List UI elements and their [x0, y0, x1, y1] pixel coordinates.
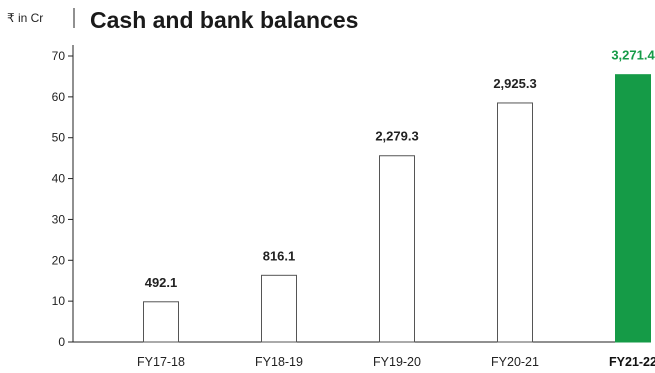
y-tick-label: 30 [52, 212, 66, 226]
category-label: FY20-21 [491, 355, 539, 369]
y-tick-label: 60 [52, 90, 66, 104]
unit-label: ₹ in Cr [7, 11, 43, 25]
bar-fy19-20 [379, 155, 415, 343]
value-label: 492.1 [145, 275, 178, 290]
y-tick-label: 0 [58, 335, 65, 349]
category-label: FY21-22 [609, 355, 655, 369]
y-tick-label: 70 [52, 49, 66, 63]
category-label: FY18-19 [255, 355, 303, 369]
category-label: FY19-20 [373, 355, 421, 369]
chart-title: Cash and bank balances [90, 7, 358, 33]
y-tick-label: 40 [52, 172, 66, 186]
value-labels: 492.1 816.1 2,279.3 2,925.3 3,271.4 [145, 48, 655, 290]
category-label: FY17-18 [137, 355, 185, 369]
y-axis-ticks: 0 10 20 30 40 50 60 70 [52, 49, 73, 349]
value-label: 2,925.3 [493, 76, 536, 91]
y-tick-label: 50 [52, 131, 66, 145]
value-label: 816.1 [263, 248, 296, 263]
y-tick-label: 10 [52, 294, 66, 308]
bar-fy21-22 [615, 74, 651, 343]
bar-fy17-18 [143, 301, 179, 343]
category-labels: FY17-18 FY18-19 FY19-20 FY20-21 FY21-22 [137, 355, 655, 369]
value-label: 2,279.3 [375, 129, 418, 144]
bar-fy18-19 [261, 274, 297, 343]
y-tick-label: 20 [52, 253, 66, 267]
axes [72, 45, 650, 343]
value-label: 3,271.4 [611, 48, 655, 63]
bar-fy20-21 [497, 102, 533, 343]
bars [143, 74, 651, 343]
